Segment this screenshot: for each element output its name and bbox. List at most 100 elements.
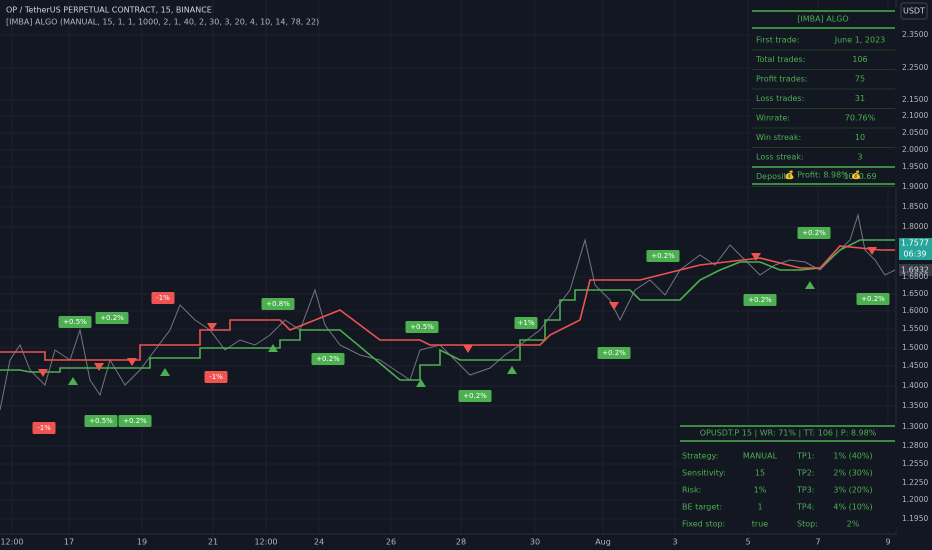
settings-cell: 2% (30%) [833,469,872,478]
sell-triangle [207,323,217,331]
trade-label: +0.2% [602,349,626,357]
price-tick-label: 1.8500 [902,202,928,211]
indicator-title: [IMBA] ALGO (MANUAL, 15, 1, 1, 1000, 2, … [6,18,319,27]
time-tick-label: 19 [137,538,147,547]
stats-value: 75 [855,75,865,84]
trade-label-box [743,294,777,306]
stats-value: 10 [855,133,865,142]
price-tick-label: 1.5000 [902,343,928,352]
trade-label-box [311,353,345,365]
time-tick-label: 28 [456,538,466,547]
trade-label-box [646,250,680,262]
price-tick-label: 1.2000 [902,495,928,504]
settings-cell: TP4: [796,503,815,512]
sell-triangle [751,253,761,261]
trade-label: +1% [518,319,535,327]
stats-label: First trade: [756,36,799,45]
trade-label-box [95,312,129,324]
time-tick-label: 12:00 [0,538,23,547]
stats-title: [IMBA] ALGO [797,15,848,24]
time-tick-label: 30 [530,538,540,547]
stats-label: Winrate: [756,114,790,123]
settings-cell: 15 [755,469,765,478]
time-tick-label: 17 [64,538,74,547]
settings-cell: Sensitivity: [682,469,726,478]
settings-cell: TP2: [796,469,815,478]
price-tick-label: 1.1950 [902,514,928,523]
trade-label: +0.2% [748,296,772,304]
buy-triangle [805,281,815,289]
currency-box [900,2,928,20]
price-tick-label: 1.2800 [902,441,928,450]
stats-table-bg [750,8,897,188]
trade-label: +0.2% [802,229,826,237]
price-tick-label: 1.4000 [902,381,928,390]
sell-triangle [463,345,473,353]
time-tick-label: 26 [386,538,396,547]
symbol-title: OP / TetherUS PERPETUAL CONTRACT, 15, BI… [6,6,212,15]
price-tick-label: 1.6800 [902,272,928,281]
trade-label: +0.5% [410,323,434,331]
stats-footer: 💰 Profit: 8.98% 💰 [785,170,862,180]
stats-label: Total trades: [755,55,805,64]
price-tick-label: 2.0500 [902,128,928,137]
price-tick-label: 1.3000 [902,422,928,431]
buy-triangle [507,366,517,374]
stats-label: Loss trades: [756,94,804,103]
currency: USDT [903,7,925,16]
time-tick-label: 24 [314,538,324,547]
indicator-price: 1.6932 [901,266,929,275]
trade-label: +0.2% [316,355,340,363]
last-price-box [899,238,932,260]
trade-label: +0.5% [89,417,113,425]
sell-triangle [38,369,48,377]
trade-label-box [204,371,228,383]
settings-title: OPUSDT.P 15 | WR: 71% | TT: 106 | P: 8.9… [700,429,877,438]
trade-markers: -1% +0.5% +0.2% +0.5% +0.2% -1% -1% +0.8% +0.2% +… [32,227,890,434]
price-tick-label: 1.8000 [902,222,928,231]
sell-triangle [609,302,619,310]
buy-triangle [268,344,278,352]
axes: 2.3500 2.2500 2.1500 2.1000 2.0500 2.0000 1.95… [0,30,928,547]
trade-label-box [84,415,118,427]
trade-label-box [856,293,890,305]
trade-label: +0.8% [266,300,290,308]
price-tick-label: 2.0000 [902,145,928,154]
trade-label: -1% [156,294,170,302]
settings-cell: 3% (20%) [833,486,872,495]
time-tick-label: 5 [745,538,750,547]
stats-label: Profit trades: [756,75,808,84]
settings-cell: 4% (10%) [833,503,872,512]
trade-label: +0.2% [100,314,124,322]
price-tick-label: 1.6500 [902,289,928,298]
trade-label-box [797,227,831,239]
price-tick-label: 1.6000 [902,306,928,315]
trade-label: -1% [37,424,51,432]
price-tick-label: 1.3500 [902,401,928,410]
price-tick-label: 2.1500 [902,95,928,104]
settings-cell: Strategy: [682,452,718,461]
trade-label-box [261,298,295,310]
price-tick-label: 1.9000 [902,182,928,191]
buy-triangle [416,379,426,387]
time-tick-label: 9 [885,538,890,547]
trade-label-box [458,390,492,402]
price-tick-label: 2.2500 [902,63,928,72]
stats-value: June 1, 2023 [834,36,886,45]
price-tick-label: 2.1000 [902,111,928,120]
settings-cell: true [752,520,768,529]
last-price: 1.7577 [901,239,929,248]
settings-cell: Fixed stop: [682,520,725,529]
stats-label: Loss streak: [756,153,804,162]
trade-label-box [58,316,92,328]
settings-cell: 1 [757,503,762,512]
settings-cell: Stop: [797,520,818,529]
sell-triangle [867,247,877,255]
settings-cell: BE target: [682,503,722,512]
time-tick-label: Aug [595,538,611,547]
settings-cell: TP3: [796,486,815,495]
trade-label: +0.5% [63,318,87,326]
trade-label: +0.2% [651,252,675,260]
trade-label: +0.2% [123,417,147,425]
